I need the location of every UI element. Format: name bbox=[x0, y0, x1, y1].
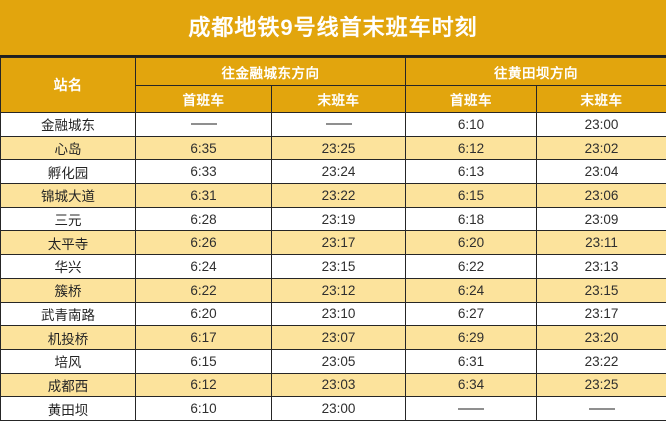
header-direction-b: 往黄田坝方向 bbox=[405, 57, 666, 86]
b-first-train: 6:12 bbox=[405, 135, 537, 161]
b-first-train: 6:20 bbox=[405, 230, 537, 256]
b-last-train: 23:11 bbox=[536, 230, 666, 256]
a-first-train: 6:10 bbox=[135, 396, 272, 421]
table-row: 三元 6:28 23:19 6:18 23:09 bbox=[0, 206, 666, 232]
b-last-train: 23:13 bbox=[536, 254, 666, 279]
a-first-train: 6:20 bbox=[135, 301, 272, 327]
b-last-train: 23:25 bbox=[536, 372, 666, 398]
header-a-last-train: 末班车 bbox=[271, 85, 406, 113]
b-first-train: 6:31 bbox=[405, 348, 537, 374]
no-service-dash-icon bbox=[190, 123, 217, 126]
table-header: 站名 往金融城东方向 往黄田坝方向 首班车 末班车 首班车 末班车 bbox=[0, 57, 666, 113]
b-first-train: 6:22 bbox=[405, 254, 537, 279]
a-first-train: 6:33 bbox=[135, 159, 272, 185]
b-first-train: 6:13 bbox=[405, 159, 537, 185]
b-last-train: 23:22 bbox=[536, 348, 666, 374]
station-name: 武青南路 bbox=[0, 301, 136, 327]
station-name: 心岛 bbox=[0, 135, 136, 161]
station-name: 孵化园 bbox=[0, 159, 136, 185]
station-name: 金融城东 bbox=[0, 112, 136, 137]
no-service-dash-icon bbox=[325, 123, 352, 126]
a-last-train: 23:22 bbox=[271, 183, 406, 208]
a-last-train: 23:19 bbox=[271, 206, 406, 232]
table-row: 华兴 6:24 23:15 6:22 23:13 bbox=[0, 254, 666, 279]
a-last-train: 23:15 bbox=[271, 254, 406, 279]
station-name: 三元 bbox=[0, 206, 136, 232]
table-row: 黄田坝 6:10 23:00 bbox=[0, 396, 666, 421]
a-first-train: 6:15 bbox=[135, 348, 272, 374]
a-last-train: 23:07 bbox=[271, 325, 406, 350]
header-b-last-train: 末班车 bbox=[536, 85, 666, 113]
b-first-train: 6:18 bbox=[405, 206, 537, 232]
b-last-train: 23:17 bbox=[536, 301, 666, 327]
b-first-train: 6:29 bbox=[405, 325, 537, 350]
a-last-train bbox=[271, 112, 406, 137]
b-first-train: 6:34 bbox=[405, 372, 537, 398]
no-service-dash-icon bbox=[588, 407, 615, 410]
a-last-train: 23:25 bbox=[271, 135, 406, 161]
title-banner: 成都地铁9号线首末班车时刻 bbox=[0, 0, 666, 57]
table-body: 金融城东 6:10 23:00 心岛 6:35 23:25 6:12 23:02 孵化园 6:33… bbox=[0, 112, 666, 421]
station-name: 成都西 bbox=[0, 372, 136, 398]
schedule-table: 站名 往金融城东方向 往黄田坝方向 首班车 末班车 首班车 末班车 金融城东 6:… bbox=[0, 57, 666, 421]
a-first-train: 6:22 bbox=[135, 277, 272, 303]
b-last-train: 23:00 bbox=[536, 112, 666, 137]
a-first-train bbox=[135, 112, 272, 137]
table-row: 孵化园 6:33 23:24 6:13 23:04 bbox=[0, 159, 666, 185]
a-first-train: 6:26 bbox=[135, 230, 272, 256]
header-row-group: 站名 往金融城东方向 往黄田坝方向 bbox=[0, 57, 666, 113]
station-name: 簇桥 bbox=[0, 277, 136, 303]
page-title: 成都地铁9号线首末班车时刻 bbox=[188, 14, 478, 40]
b-first-train: 6:24 bbox=[405, 277, 537, 303]
no-service-dash-icon bbox=[458, 407, 484, 410]
b-first-train: 6:27 bbox=[405, 301, 537, 327]
header-station-col: 站名 bbox=[0, 57, 136, 113]
station-name: 黄田坝 bbox=[0, 396, 136, 421]
a-last-train: 23:03 bbox=[271, 372, 406, 398]
table-row: 武青南路 6:20 23:10 6:27 23:17 bbox=[0, 301, 666, 327]
b-first-train bbox=[405, 396, 537, 421]
a-last-train: 23:17 bbox=[271, 230, 406, 256]
a-first-train: 6:31 bbox=[135, 183, 272, 208]
header-a-first-train: 首班车 bbox=[135, 85, 272, 113]
a-last-train: 23:12 bbox=[271, 277, 406, 303]
b-last-train: 23:20 bbox=[536, 325, 666, 350]
table-row: 金融城东 6:10 23:00 bbox=[0, 112, 666, 137]
a-last-train: 23:10 bbox=[271, 301, 406, 327]
a-first-train: 6:17 bbox=[135, 325, 272, 350]
a-last-train: 23:05 bbox=[271, 348, 406, 374]
station-name: 培风 bbox=[0, 348, 136, 374]
b-first-train: 6:10 bbox=[405, 112, 537, 137]
table-row: 锦城大道 6:31 23:22 6:15 23:06 bbox=[0, 183, 666, 208]
b-last-train: 23:06 bbox=[536, 183, 666, 208]
header-row-sub: 首班车 末班车 首班车 末班车 bbox=[1, 85, 666, 113]
b-last-train bbox=[536, 396, 666, 421]
header-b-first-train: 首班车 bbox=[405, 85, 537, 113]
b-last-train: 23:02 bbox=[536, 135, 666, 161]
b-last-train: 23:04 bbox=[536, 159, 666, 185]
a-first-train: 6:24 bbox=[135, 254, 272, 279]
station-name: 华兴 bbox=[0, 254, 136, 279]
a-last-train: 23:00 bbox=[271, 396, 406, 421]
a-first-train: 6:35 bbox=[135, 135, 272, 161]
station-name: 机投桥 bbox=[0, 325, 136, 350]
header-direction-a: 往金融城东方向 bbox=[135, 57, 406, 86]
a-first-train: 6:28 bbox=[135, 206, 272, 232]
station-name: 太平寺 bbox=[0, 230, 136, 256]
table-row: 培风 6:15 23:05 6:31 23:22 bbox=[0, 348, 666, 374]
a-last-train: 23:24 bbox=[271, 159, 406, 185]
table-row: 太平寺 6:26 23:17 6:20 23:11 bbox=[0, 230, 666, 256]
b-last-train: 23:09 bbox=[536, 206, 666, 232]
a-first-train: 6:12 bbox=[135, 372, 272, 398]
b-last-train: 23:15 bbox=[536, 277, 666, 303]
station-name: 锦城大道 bbox=[0, 183, 136, 208]
table-row: 心岛 6:35 23:25 6:12 23:02 bbox=[0, 135, 666, 161]
table-row: 机投桥 6:17 23:07 6:29 23:20 bbox=[0, 325, 666, 350]
table-row: 成都西 6:12 23:03 6:34 23:25 bbox=[0, 372, 666, 398]
table-row: 簇桥 6:22 23:12 6:24 23:15 bbox=[0, 277, 666, 303]
b-first-train: 6:15 bbox=[405, 183, 537, 208]
